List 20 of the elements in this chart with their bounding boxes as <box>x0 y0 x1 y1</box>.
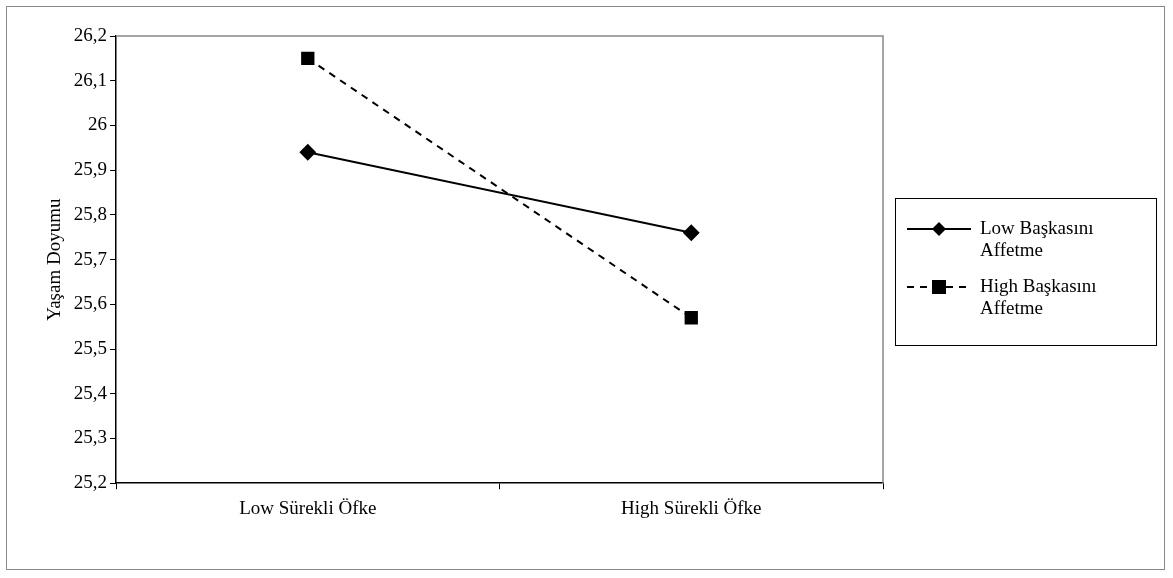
legend-label: Low Başkasını Affetme <box>980 217 1095 261</box>
y-tick-label: 25,8 <box>73 202 108 224</box>
x-tick-label: High Sürekli Öfke <box>621 496 762 518</box>
y-tick-label: 25,9 <box>73 158 108 180</box>
x-tick-label: Low Sürekli Öfke <box>239 496 377 518</box>
point <box>299 144 316 161</box>
y-axis-title: Yaşam Doyumu <box>43 198 65 321</box>
y-tick-label: 25,7 <box>73 247 108 269</box>
y-tick-label: 26 <box>88 113 108 135</box>
y-tick-label: 25,6 <box>73 292 108 314</box>
y-tick-label: 25,5 <box>73 337 108 359</box>
y-tick-label: 26,1 <box>73 68 108 90</box>
y-tick-label: 25,4 <box>73 381 108 403</box>
y-tick-label: 25,3 <box>73 426 108 448</box>
point <box>301 51 315 66</box>
point <box>683 224 700 241</box>
y-tick-label: 26,2 <box>73 23 108 45</box>
legend-label: High Başkasını Affetme <box>980 275 1098 319</box>
point <box>684 311 698 325</box>
y-tick-label: 25,2 <box>73 471 108 493</box>
